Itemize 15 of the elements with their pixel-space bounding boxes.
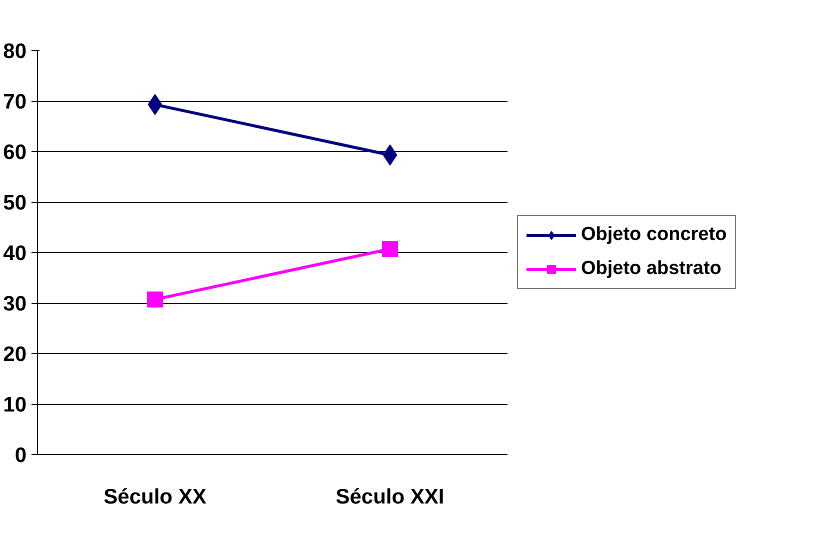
y-tick-label: 50 [3, 192, 26, 214]
y-tick-label: 10 [3, 394, 26, 416]
x-tick-label: Século XXI [336, 486, 444, 508]
y-tick-label: 20 [3, 343, 26, 366]
y-tick-label: 30 [3, 292, 26, 316]
legend-label: Objeto concreto [581, 224, 727, 246]
y-tick-label: 80 [3, 40, 26, 63]
x-tick-label: Século XX [104, 486, 206, 508]
legend-label: Objeto abstrato [581, 258, 722, 280]
y-tick-label: 40 [3, 242, 26, 265]
point [382, 240, 398, 257]
point [147, 291, 163, 308]
y-tick-label: 0 [14, 444, 27, 467]
y-tick-label: 70 [3, 90, 26, 114]
y-tick-label: 60 [3, 141, 26, 164]
